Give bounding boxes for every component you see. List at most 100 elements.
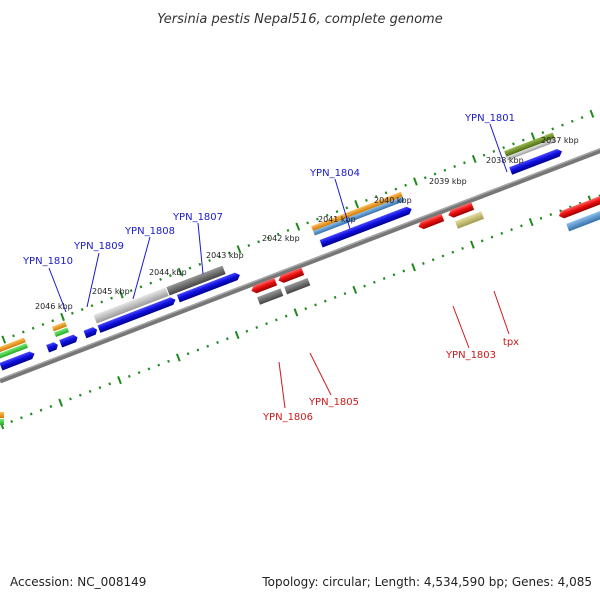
ruler-minor-tick bbox=[198, 262, 202, 266]
ruler-minor-tick bbox=[78, 393, 82, 397]
callout-line bbox=[86, 252, 100, 308]
ruler-major-tick bbox=[1, 335, 7, 344]
ruler-minor-tick bbox=[343, 292, 347, 296]
ruler-minor-tick bbox=[492, 149, 496, 153]
ruler-minor-tick bbox=[451, 250, 455, 254]
ruler-minor-tick bbox=[284, 314, 288, 318]
ruler-minor-tick bbox=[323, 299, 327, 303]
ruler-minor-tick bbox=[512, 142, 515, 146]
gene-feature-orange bbox=[52, 321, 67, 332]
backbone-group bbox=[0, 127, 600, 384]
ruler-minor-tick bbox=[394, 187, 398, 191]
ruler-minor-tick bbox=[580, 116, 584, 120]
gene-feature-grey bbox=[93, 287, 169, 324]
ruler-minor-tick bbox=[12, 334, 15, 338]
ruler-minor-tick bbox=[500, 231, 504, 235]
ruler-minor-tick bbox=[373, 280, 376, 284]
ruler-minor-tick bbox=[49, 404, 53, 408]
gene-feature-green bbox=[54, 327, 70, 338]
ruler-major-tick bbox=[177, 267, 183, 276]
gene-feature-green bbox=[0, 343, 28, 362]
gene-feature-grey bbox=[166, 265, 226, 296]
ruler-minor-tick bbox=[482, 153, 486, 157]
gene-feature-khaki bbox=[455, 211, 485, 229]
ruler-minor-tick bbox=[422, 262, 425, 265]
ruler-minor-tick bbox=[39, 408, 43, 412]
cds-feature bbox=[278, 267, 305, 283]
callout-lines-reverse bbox=[278, 290, 510, 409]
gene-feature-orange bbox=[311, 191, 403, 231]
ruler-label: 2043 kbp bbox=[206, 251, 244, 260]
ruler-minor-tick bbox=[306, 221, 309, 225]
ruler-minor-tick bbox=[384, 191, 388, 195]
ruler-major-tick bbox=[117, 376, 122, 385]
ruler-minor-tick bbox=[490, 235, 494, 239]
ruler-minor-tick bbox=[382, 277, 386, 281]
ruler-minor-tick bbox=[392, 273, 396, 277]
ruler-minor-tick bbox=[196, 348, 200, 352]
ruler-minor-tick bbox=[461, 246, 464, 250]
ruler-minor-tick bbox=[463, 161, 466, 165]
ruler-major-tick bbox=[295, 222, 301, 231]
ruler-minor-tick bbox=[374, 195, 378, 199]
ruler-minor-tick bbox=[333, 295, 337, 299]
ruler-minor-tick bbox=[304, 307, 308, 311]
ruler-minor-tick bbox=[404, 183, 408, 187]
ruler-minor-tick bbox=[70, 311, 74, 315]
ruler-minor-tick bbox=[549, 213, 553, 217]
gene-label: YPN_1808 bbox=[124, 226, 175, 237]
ruler-minor-tick bbox=[314, 303, 317, 307]
ruler-minor-tick bbox=[110, 296, 113, 300]
cds-feature bbox=[0, 351, 35, 371]
ruler-label: 2038 kbp bbox=[486, 156, 524, 165]
left-edge-features bbox=[0, 412, 4, 425]
ruler-labels: 2046 kbp 2045 kbp 2044 kbp 2043 kbp 2042… bbox=[35, 136, 579, 311]
ruler-minor-tick bbox=[431, 258, 435, 262]
gene-label: YPN_1801 bbox=[464, 113, 515, 124]
ruler-minor-tick bbox=[108, 382, 112, 386]
ruler-minor-tick bbox=[80, 307, 84, 311]
ruler-label: 2042 kbp bbox=[262, 234, 300, 243]
gene-feature-grey bbox=[257, 288, 284, 305]
ruler-minor-tick bbox=[227, 251, 231, 255]
ruler-minor-tick bbox=[127, 374, 131, 378]
ruler-minor-tick bbox=[90, 304, 94, 308]
gene-feature-grey bbox=[284, 277, 311, 295]
ruler-minor-tick bbox=[274, 318, 278, 322]
ruler-minor-tick bbox=[539, 216, 543, 220]
gene-label: tpx bbox=[503, 337, 519, 348]
ruler-minor-tick bbox=[257, 240, 260, 244]
ruler-label: 2037 kbp bbox=[541, 136, 579, 145]
ruler-minor-tick bbox=[286, 228, 290, 232]
gene-label: YPN_1803 bbox=[445, 350, 496, 361]
cds-feature bbox=[176, 272, 240, 303]
gene-feature-green bbox=[0, 419, 4, 425]
genome-backbone bbox=[0, 127, 600, 384]
ruler-minor-tick bbox=[433, 172, 437, 176]
cds-feature bbox=[319, 206, 412, 248]
ruler-minor-tick bbox=[510, 228, 513, 232]
genome-summary-text: Topology: circular; Length: 4,534,590 bp… bbox=[261, 575, 592, 589]
ruler-major-tick bbox=[354, 200, 359, 209]
ruler-label: 2041 kbp bbox=[318, 215, 356, 224]
ruler-label: 2046 kbp bbox=[35, 302, 73, 311]
callout-line bbox=[48, 267, 67, 313]
ruler-minor-tick bbox=[139, 285, 143, 289]
ruler-major-tick bbox=[413, 177, 418, 186]
map-title: Yersinia pestis Nepal516, complete genom… bbox=[157, 12, 442, 27]
cds-feature bbox=[558, 191, 600, 219]
callout-line bbox=[309, 352, 332, 396]
ruler-major-tick bbox=[530, 132, 536, 141]
ruler-major-tick bbox=[471, 154, 477, 164]
callout-lines-forward bbox=[48, 123, 508, 313]
ruler-minor-tick bbox=[276, 232, 280, 236]
ruler-major-tick bbox=[60, 312, 65, 322]
ruler-major-tick bbox=[236, 245, 242, 254]
ruler-minor-tick bbox=[365, 198, 368, 202]
ruler-minor-tick bbox=[206, 344, 210, 348]
ruler-major-tick bbox=[589, 109, 595, 118]
gene-feature-grey bbox=[506, 138, 557, 161]
gene-labels-reverse: YPN_1806 YPN_1805 YPN_1803 tpx bbox=[262, 337, 519, 423]
gene-feature-orange bbox=[0, 337, 26, 356]
